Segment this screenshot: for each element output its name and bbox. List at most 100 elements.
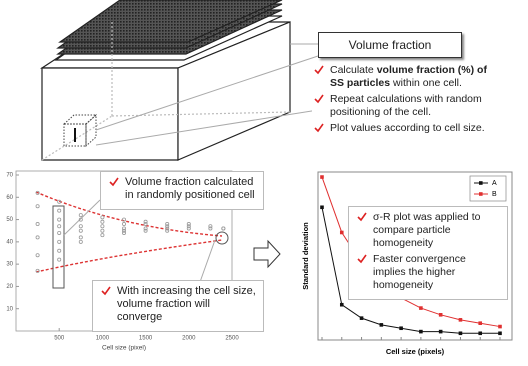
y-axis-label: Standard deviation [301, 222, 310, 290]
point [57, 230, 62, 235]
marker [438, 329, 443, 334]
point [100, 219, 105, 224]
point [143, 228, 148, 233]
point [78, 239, 83, 244]
point [122, 230, 127, 235]
marker [419, 329, 423, 334]
block [39, 0, 291, 161]
legend-marker [479, 181, 483, 185]
x-tick-label: 1000 [96, 336, 110, 342]
point [35, 222, 40, 227]
marker [419, 306, 423, 310]
text: Faster convergence implies the higher ho… [373, 253, 466, 291]
bullet: Repeat calculations with random position… [312, 93, 502, 119]
point [122, 222, 127, 227]
marker [498, 324, 502, 329]
point [57, 199, 62, 204]
y-tick-label: 30 [6, 262, 13, 268]
bullet-list: Calculate volume fraction (%) of SS part… [312, 64, 502, 138]
point [100, 215, 105, 220]
point [143, 222, 148, 227]
point [208, 224, 213, 229]
text-bold: volume fraction (%) of SS particles [330, 64, 487, 89]
point [165, 222, 170, 227]
y-tick-label: 70 [6, 173, 13, 179]
point [57, 208, 62, 213]
x-tick-label: 2000 [182, 336, 196, 342]
plot-frame [317, 171, 513, 341]
point [165, 226, 170, 231]
marker [498, 331, 502, 336]
marker [438, 313, 443, 317]
x-tick-label: 1500 [139, 336, 153, 342]
marker [320, 175, 324, 179]
point [57, 239, 62, 244]
envelope [35, 239, 223, 273]
marker [339, 302, 344, 307]
callout-title: Volume fraction calculation [318, 32, 462, 76]
y-tick-label: 40 [6, 239, 13, 245]
marker [379, 323, 384, 327]
point [221, 226, 226, 231]
text: Calculate [330, 64, 377, 76]
bullet: Plot values according to cell size. [312, 122, 502, 135]
marker [458, 331, 463, 336]
point [57, 248, 62, 253]
point [186, 222, 191, 227]
point [100, 228, 105, 233]
leader [95, 109, 319, 146]
cell-cube [62, 113, 98, 148]
point [208, 226, 213, 231]
point [78, 228, 83, 233]
x-axis-label: Cell size (pixels) [386, 347, 445, 356]
marker [359, 316, 364, 320]
text: Repeat calculations with random position… [330, 93, 482, 118]
annotation: With increasing the cell size, volume fr… [92, 280, 264, 332]
point [100, 224, 105, 229]
bullet: Calculate volume fraction (%) of SS part… [312, 64, 502, 90]
marker [478, 321, 483, 325]
highlight [215, 231, 229, 245]
point [57, 217, 62, 222]
text: within one cell. [390, 77, 462, 89]
legend-label: B [492, 191, 497, 198]
y-tick-label: 20 [6, 284, 13, 290]
leader [63, 199, 101, 236]
point [122, 228, 127, 233]
text: Plot values according to cell size. [330, 122, 485, 134]
point [78, 235, 83, 240]
marker [339, 230, 344, 235]
point [78, 213, 83, 218]
legend-box [469, 175, 507, 202]
point [165, 228, 170, 233]
marker [320, 205, 324, 210]
point [35, 268, 40, 273]
arrow [253, 239, 281, 269]
point [35, 204, 40, 209]
annotation: Volume fraction calculated in randomly p… [100, 171, 264, 210]
point [165, 224, 170, 229]
marker [478, 331, 483, 336]
y-tick-label: 10 [6, 306, 13, 312]
x-tick-label: 500 [54, 336, 65, 342]
point [143, 226, 148, 231]
legend-marker [479, 192, 483, 196]
leader [95, 55, 319, 131]
point [78, 217, 83, 222]
legend-label: A [492, 180, 497, 187]
point [143, 219, 148, 224]
leader [199, 239, 216, 283]
point [57, 224, 62, 229]
point [35, 253, 40, 258]
highlight [52, 205, 65, 289]
x-axis-label: Cell size (pixel) [102, 345, 146, 352]
point [122, 226, 127, 231]
annotation: σ-R plot was applied to compare particle… [348, 206, 508, 300]
point [186, 224, 191, 229]
series-line [321, 207, 500, 334]
point [35, 190, 40, 195]
point [35, 235, 40, 240]
text: Volume fraction calculated in randomly p… [125, 176, 255, 201]
